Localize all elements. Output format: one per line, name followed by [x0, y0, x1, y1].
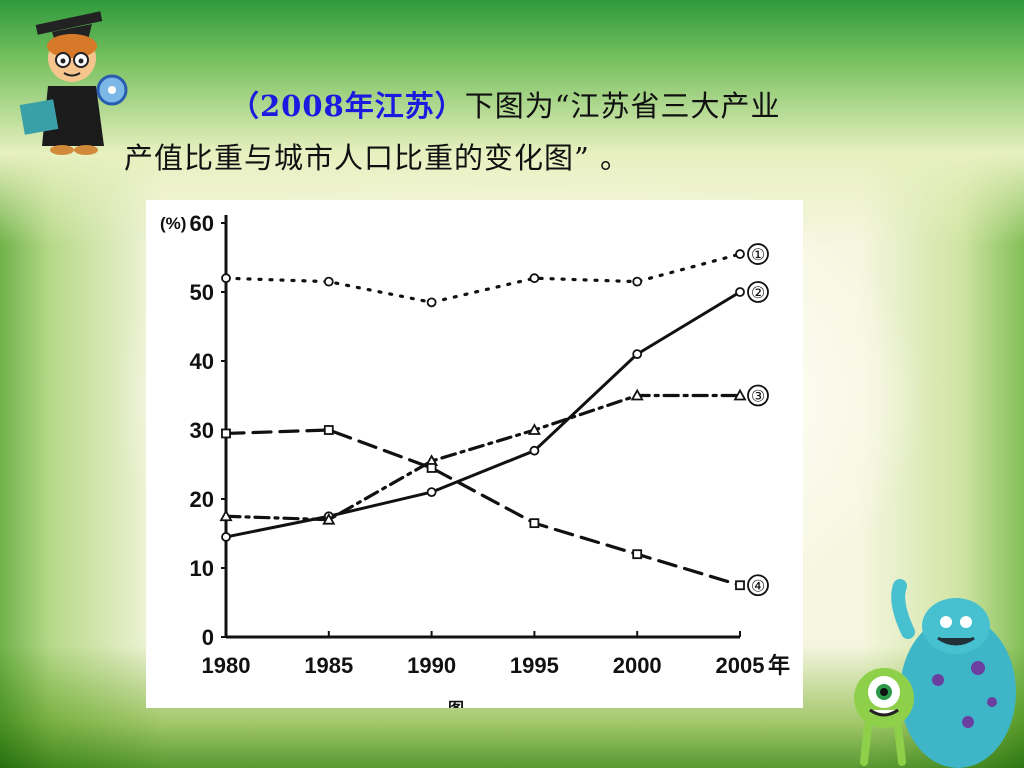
series-tag-label: ③ — [751, 389, 765, 406]
x-tick-label: 2000 — [613, 653, 662, 678]
series-line-1 — [224, 252, 742, 304]
x-tick-label: 2005 — [716, 653, 765, 678]
data-point — [529, 518, 540, 529]
data-point — [733, 388, 747, 401]
y-tick-label: 0 — [202, 625, 214, 650]
series-tag-circle — [747, 243, 769, 265]
title-source: （2008年江苏） — [230, 89, 465, 123]
data-point — [323, 276, 334, 287]
x-tick-label: 1985 — [304, 653, 353, 678]
teacher-cartoon-icon — [19, 11, 128, 155]
data-point — [221, 273, 231, 284]
data-point — [735, 287, 745, 297]
series-line-4 — [224, 428, 742, 587]
x-tick-label: 1990 — [407, 653, 456, 678]
y-tick-label: 30 — [190, 418, 214, 443]
y-tick-label: 60 — [190, 211, 214, 236]
chart-card: 0 10 20 30 40 50 60 (%) 1980 1985 1990 1995 2000 2005… — [146, 200, 803, 708]
data-point — [219, 509, 233, 522]
x-axis-unit-label: 年 — [768, 653, 790, 678]
series-tag-label: ② — [751, 285, 765, 302]
monster-cartoon-icon — [854, 579, 1016, 768]
x-tick-label: 1995 — [510, 653, 559, 678]
data-point — [529, 273, 540, 284]
data-point — [630, 388, 644, 401]
x-tick-label: 1980 — [202, 653, 251, 678]
figure-caption-partial: 图 — [448, 700, 464, 708]
data-point — [426, 463, 437, 473]
y-tick-label: 50 — [190, 280, 214, 305]
series-tag-circle — [747, 281, 769, 303]
data-point — [632, 349, 643, 360]
series-tag-circle — [747, 574, 769, 597]
y-tick-label: 10 — [190, 556, 214, 581]
slide-title: （2008年江苏）下图为“江苏省三大产业 产值比重与城市人口比重的变化图” 。 — [124, 80, 964, 184]
series-tag-label: ④ — [751, 578, 765, 595]
title-text-1: 下图为“江苏省三大产业 — [464, 89, 781, 123]
data-point — [323, 425, 334, 435]
series-tag-circle — [747, 384, 769, 407]
y-tick-label: 20 — [190, 487, 214, 512]
data-point — [221, 428, 231, 439]
data-point — [529, 445, 540, 456]
data-point — [322, 512, 336, 525]
series-line-3 — [224, 393, 742, 522]
y-tick-label: 40 — [190, 349, 214, 374]
series-line-2 — [224, 290, 742, 539]
data-point — [632, 549, 643, 560]
title-text-2: 产值比重与城市人口比重的变化图” 。 — [124, 141, 631, 175]
data-point — [735, 249, 745, 259]
series-tag-label: ① — [751, 247, 765, 264]
y-axis-unit-label: (%) — [160, 214, 186, 233]
data-point — [221, 532, 231, 542]
data-point — [632, 276, 643, 287]
data-point — [735, 580, 745, 591]
line-chart: 0 10 20 30 40 50 60(%) 1980 1985 1990 1995 2000 2005… — [160, 211, 790, 708]
data-point — [527, 423, 541, 435]
data-point — [426, 297, 437, 308]
data-point — [426, 487, 437, 498]
